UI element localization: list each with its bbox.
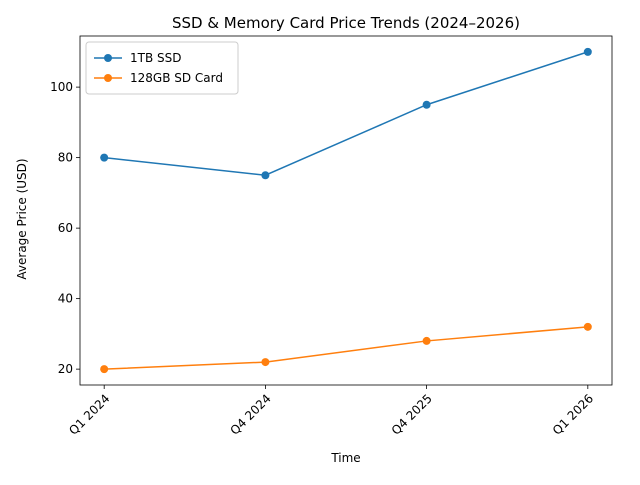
data-point bbox=[100, 153, 109, 162]
data-point bbox=[583, 322, 592, 331]
y-tick-label: 80 bbox=[58, 151, 73, 165]
data-point bbox=[583, 47, 592, 56]
legend-label: 128GB SD Card bbox=[130, 71, 223, 85]
y-tick-label: 20 bbox=[58, 362, 73, 376]
x-tick-label: Q4 2024 bbox=[227, 391, 273, 437]
series-line-2 bbox=[104, 326, 588, 370]
data-point bbox=[422, 100, 431, 109]
plot-area: 20 40 60 80 100 Q1 2024 Q4 2024 Q4 2025 Q1 2026 bbox=[50, 35, 613, 438]
data-point bbox=[422, 336, 431, 345]
legend-marker bbox=[104, 54, 112, 62]
data-point bbox=[261, 358, 270, 367]
y-tick-label: 60 bbox=[58, 221, 73, 235]
y-tick-label: 40 bbox=[58, 292, 73, 306]
legend-box bbox=[85, 41, 239, 95]
x-axis-label: Time bbox=[330, 451, 360, 465]
y-axis-label: Average Price (USD) bbox=[15, 158, 29, 279]
x-tick-label: Q1 2026 bbox=[550, 391, 596, 437]
x-tick-label: Q4 2025 bbox=[389, 391, 435, 437]
legend-label: 1TB SSD bbox=[130, 51, 182, 65]
legend: 1TB SSD 128GB SD Card bbox=[85, 41, 239, 95]
axes-frame bbox=[79, 35, 613, 386]
series-line-1 bbox=[104, 51, 589, 177]
x-tick-label: Q1 2024 bbox=[66, 391, 112, 437]
y-tick-label: 100 bbox=[50, 80, 73, 94]
chart-title: SSD & Memory Card Price Trends (2024–202… bbox=[172, 14, 520, 32]
data-point bbox=[261, 171, 270, 180]
data-point bbox=[100, 365, 109, 374]
legend-marker bbox=[104, 74, 112, 82]
